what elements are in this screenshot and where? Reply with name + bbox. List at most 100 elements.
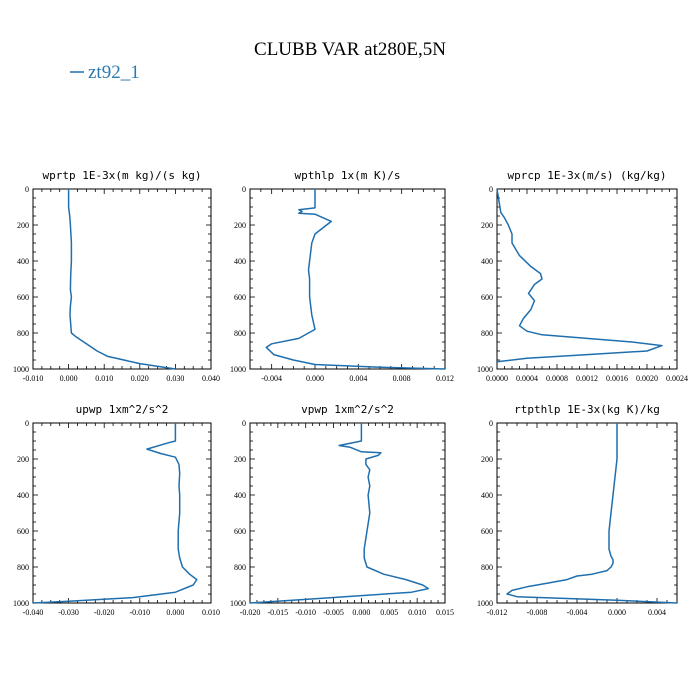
panel-title: vpwp 1xm^2/s^2 bbox=[301, 403, 394, 416]
y-tick-label: 800 bbox=[234, 329, 246, 338]
y-tick-label: 1000 bbox=[13, 365, 29, 374]
x-tick-label: -0.015 bbox=[268, 608, 289, 617]
x-tick-label: -0.005 bbox=[323, 608, 344, 617]
x-tick-label: 0.0016 bbox=[606, 374, 628, 383]
y-tick-label: 200 bbox=[481, 221, 493, 230]
x-tick-label: 0.008 bbox=[393, 374, 411, 383]
figure-title: CLUBB VAR at280E,5N bbox=[254, 39, 446, 60]
x-tick-label: 0.0024 bbox=[666, 374, 688, 383]
x-tick-label: 0.0000 bbox=[486, 374, 508, 383]
panel-title: wpthlp 1x(m K)/s bbox=[295, 169, 401, 182]
series-line bbox=[265, 189, 446, 370]
x-tick-label: 0.020 bbox=[131, 374, 149, 383]
x-tick-label: -0.010 bbox=[295, 608, 316, 617]
panel-title: rtpthlp 1E-3x(kg K)/kg bbox=[514, 403, 660, 416]
x-tick-label: 0.0004 bbox=[516, 374, 538, 383]
y-tick-label: 800 bbox=[481, 329, 493, 338]
x-tick-label: -0.020 bbox=[94, 608, 115, 617]
x-tick-label: 0.010 bbox=[202, 608, 220, 617]
x-tick-label: 0.010 bbox=[95, 374, 113, 383]
y-tick-label: 1000 bbox=[477, 365, 493, 374]
x-tick-label: -0.008 bbox=[527, 608, 548, 617]
x-tick-label: 0.010 bbox=[408, 608, 426, 617]
y-tick-label: 1000 bbox=[477, 599, 493, 608]
y-tick-label: 400 bbox=[17, 491, 29, 500]
legend-label: zt92_1 bbox=[88, 62, 140, 83]
x-tick-label: 0.000 bbox=[306, 374, 324, 383]
y-tick-label: 0 bbox=[25, 419, 29, 428]
x-tick-label: 0.004 bbox=[648, 608, 666, 617]
y-tick-label: 1000 bbox=[13, 599, 29, 608]
x-tick-label: -0.020 bbox=[240, 608, 261, 617]
panels: wprtp 1E-3x(m kg)/(s kg) 0 200 400 600 800 100… bbox=[13, 169, 688, 617]
y-tick-label: 400 bbox=[481, 491, 493, 500]
y-tick-label: 1000 bbox=[230, 599, 246, 608]
y-tick-label: 600 bbox=[481, 293, 493, 302]
x-tick-label: 0.005 bbox=[380, 608, 398, 617]
x-tick-label: 0.0008 bbox=[546, 374, 568, 383]
y-tick-label: 800 bbox=[234, 563, 246, 572]
y-tick-label: 400 bbox=[481, 257, 493, 266]
chart-panel-1: wprtp 1E-3x(m kg)/(s kg) 0 200 400 600 800 100… bbox=[13, 169, 220, 383]
series-line bbox=[249, 423, 430, 604]
x-tick-label: -0.030 bbox=[58, 608, 79, 617]
plot-frame bbox=[249, 422, 446, 604]
x-tick-label: 0.015 bbox=[436, 608, 454, 617]
y-tick-label: 0 bbox=[242, 419, 246, 428]
y-tick-label: 0 bbox=[489, 185, 493, 194]
y-tick-label: 200 bbox=[17, 221, 29, 230]
y-tick-label: 200 bbox=[234, 455, 246, 464]
x-tick-label: -0.004 bbox=[567, 608, 588, 617]
series-line bbox=[496, 188, 663, 363]
y-tick-label: 600 bbox=[234, 527, 246, 536]
y-tick-label: 600 bbox=[17, 293, 29, 302]
x-tick-label: 0.000 bbox=[60, 374, 78, 383]
x-tick-label: -0.010 bbox=[129, 608, 150, 617]
y-tick-label: 0 bbox=[489, 419, 493, 428]
y-tick-label: 0 bbox=[25, 185, 29, 194]
chart-panel-2: wpthlp 1x(m K)/s 0 200 400 600 800 1000 -0.004 0… bbox=[230, 169, 454, 383]
x-tick-label: 0.012 bbox=[436, 374, 454, 383]
series-line bbox=[506, 423, 678, 604]
chart-panel-5: vpwp 1xm^2/s^2 0 200 400 600 800 1000-0.020 -0.… bbox=[230, 403, 454, 617]
plot-frame bbox=[496, 422, 678, 604]
y-tick-label: 200 bbox=[481, 455, 493, 464]
x-tick-label: -0.004 bbox=[261, 374, 282, 383]
x-tick-label: 0.040 bbox=[202, 374, 220, 383]
y-tick-label: 0 bbox=[242, 185, 246, 194]
series-line bbox=[67, 189, 176, 370]
chart-panel-4: upwp 1xm^2/s^2 0 200 400 600 800 1000-0.040 -0.… bbox=[13, 403, 220, 617]
y-tick-label: 600 bbox=[234, 293, 246, 302]
plot-frame bbox=[496, 188, 678, 370]
x-tick-label: 0.0012 bbox=[576, 374, 598, 383]
series-line bbox=[32, 423, 198, 604]
x-tick-label: -0.012 bbox=[487, 608, 508, 617]
x-tick-label: 0.000 bbox=[352, 608, 370, 617]
y-tick-label: 600 bbox=[481, 527, 493, 536]
legend: zt92_1 bbox=[70, 62, 140, 83]
y-tick-label: 400 bbox=[234, 257, 246, 266]
x-tick-label: 0.000 bbox=[166, 608, 184, 617]
y-tick-label: 800 bbox=[17, 563, 29, 572]
y-tick-label: 200 bbox=[234, 221, 246, 230]
x-tick-label: 0.030 bbox=[166, 374, 184, 383]
y-tick-label: 1000 bbox=[230, 365, 246, 374]
x-tick-label: -0.040 bbox=[23, 608, 44, 617]
x-tick-label: 0.000 bbox=[608, 608, 626, 617]
chart-panel-3: wprcp 1E-3x(m/s) (kg/kg) 0 200 400 600 800 100… bbox=[477, 169, 688, 383]
plot-frame bbox=[32, 422, 212, 604]
chart-panel-6: rtpthlp 1E-3x(kg K)/kg02004006008001000-… bbox=[477, 403, 678, 617]
y-tick-label: 800 bbox=[481, 563, 493, 572]
y-tick-label: 600 bbox=[17, 527, 29, 536]
y-tick-label: 400 bbox=[234, 491, 246, 500]
y-tick-label: 400 bbox=[17, 257, 29, 266]
x-tick-label: 0.0020 bbox=[636, 374, 658, 383]
x-tick-label: 0.004 bbox=[349, 374, 367, 383]
y-tick-label: 200 bbox=[17, 455, 29, 464]
plot-frame bbox=[32, 188, 212, 370]
panel-title: upwp 1xm^2/s^2 bbox=[76, 403, 169, 416]
panel-title: wprcp 1E-3x(m/s) (kg/kg) bbox=[508, 169, 667, 182]
panel-title: wprtp 1E-3x(m kg)/(s kg) bbox=[43, 169, 202, 182]
x-tick-label: -0.010 bbox=[23, 374, 44, 383]
